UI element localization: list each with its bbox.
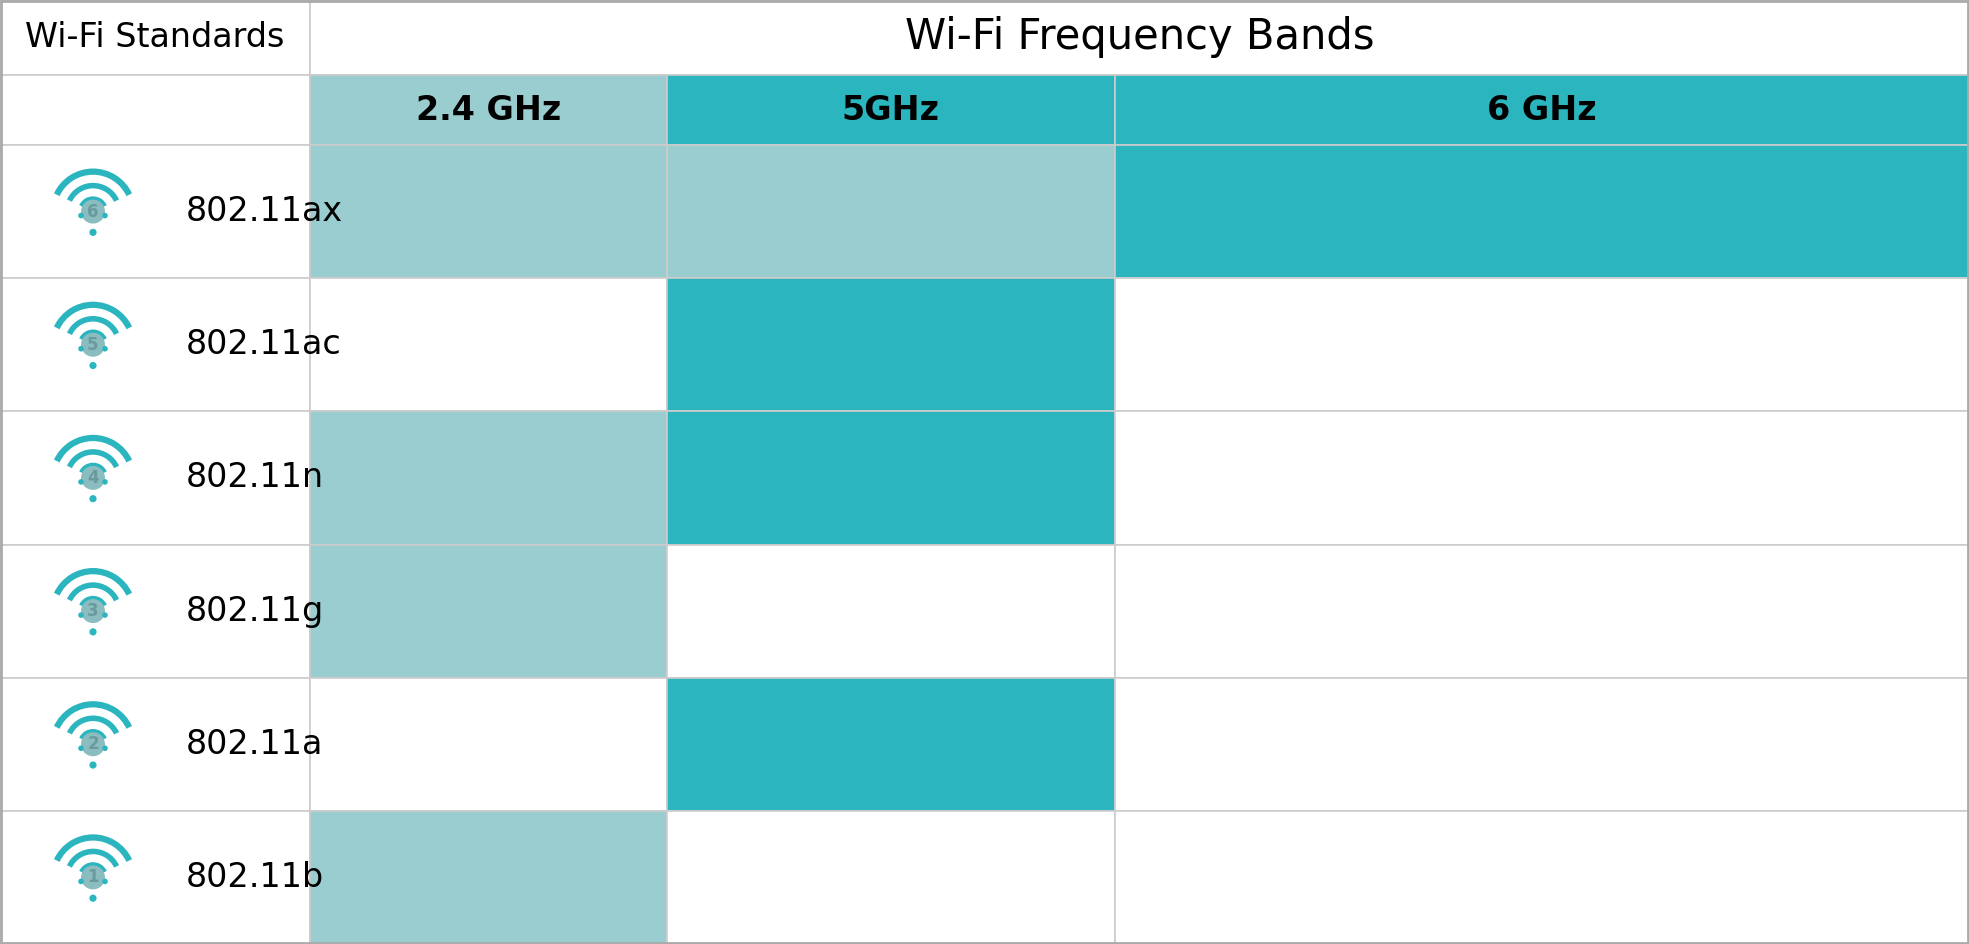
Circle shape [79, 480, 85, 484]
Circle shape [102, 879, 108, 885]
Circle shape [81, 199, 104, 224]
Circle shape [102, 346, 108, 351]
Circle shape [89, 495, 96, 502]
Bar [0, 545, 309, 678]
Text: 2.4 GHz: 2.4 GHz [415, 93, 561, 126]
Text: 802.11b: 802.11b [185, 861, 325, 894]
Text: 802.11ax: 802.11ax [185, 195, 343, 228]
Text: Wi-Fi Frequency Bands: Wi-Fi Frequency Bands [904, 16, 1374, 59]
Text: 802.11ac: 802.11ac [185, 329, 343, 362]
Bar [0, 145, 309, 278]
Bar [0, 412, 309, 545]
Circle shape [81, 466, 104, 490]
Bar [0, 278, 309, 412]
Bar [667, 811, 1114, 944]
Circle shape [79, 212, 85, 218]
Circle shape [81, 866, 104, 889]
Bar [309, 545, 667, 678]
Text: 802.11a: 802.11a [185, 728, 323, 761]
Bar [667, 75, 1114, 145]
Bar [309, 678, 667, 811]
Bar [309, 811, 667, 944]
Circle shape [102, 746, 108, 751]
Bar [1114, 678, 1969, 811]
Circle shape [89, 362, 96, 369]
Circle shape [79, 346, 85, 351]
Bar [1114, 811, 1969, 944]
Bar [0, 678, 309, 811]
Circle shape [79, 746, 85, 751]
Text: 802.11n: 802.11n [185, 462, 325, 495]
Bar [1114, 145, 1969, 278]
Bar [1114, 278, 1969, 412]
Bar [309, 145, 667, 278]
Bar [667, 678, 1114, 811]
Circle shape [89, 228, 96, 236]
Circle shape [79, 613, 85, 618]
Bar [1114, 545, 1969, 678]
Circle shape [81, 599, 104, 623]
Bar [1114, 412, 1969, 545]
Bar [309, 278, 667, 412]
Bar [667, 278, 1114, 412]
Circle shape [79, 879, 85, 885]
Circle shape [81, 733, 104, 756]
Bar [667, 545, 1114, 678]
Text: 5: 5 [87, 336, 98, 354]
Circle shape [102, 480, 108, 484]
Circle shape [102, 212, 108, 218]
Text: 2: 2 [87, 735, 98, 753]
Text: 6 GHz: 6 GHz [1487, 93, 1597, 126]
Circle shape [81, 333, 104, 357]
Bar [0, 811, 309, 944]
Circle shape [89, 762, 96, 768]
Text: 6: 6 [87, 203, 98, 221]
Bar [667, 412, 1114, 545]
Text: 802.11g: 802.11g [185, 595, 325, 628]
Bar [309, 412, 667, 545]
Bar [1114, 75, 1969, 145]
Text: 1: 1 [87, 868, 98, 886]
Text: Wi-Fi Standards: Wi-Fi Standards [26, 21, 286, 54]
Bar [667, 145, 1114, 278]
Circle shape [89, 895, 96, 902]
Text: 5GHz: 5GHz [841, 93, 939, 126]
Circle shape [89, 629, 96, 635]
Text: 4: 4 [87, 469, 98, 487]
Bar [0, 0, 309, 75]
Bar [0, 75, 309, 145]
Circle shape [102, 613, 108, 618]
Bar [309, 75, 667, 145]
Text: 3: 3 [87, 602, 98, 620]
Bar [309, 0, 1969, 75]
